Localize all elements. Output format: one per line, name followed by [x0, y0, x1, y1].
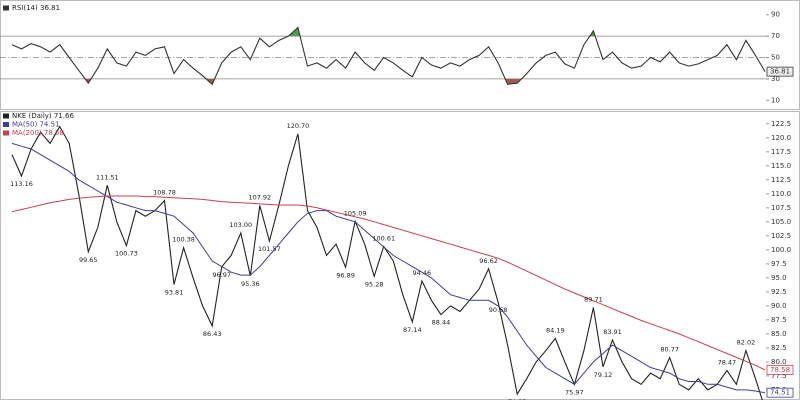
data-label: 93.81	[165, 289, 184, 297]
y-tick-label: 115.0	[771, 162, 791, 170]
legend-entry: RSI(14) 36.81	[12, 4, 60, 12]
legend-entry: MA(200) 78.58	[12, 129, 64, 137]
rsi-panel-frame	[0, 0, 800, 110]
value-tag-label: 36.81	[770, 68, 790, 76]
legend-swatch	[3, 122, 9, 127]
data-label: 82.02	[737, 339, 756, 347]
data-label: 99.65	[79, 256, 98, 264]
line-series	[11, 142, 766, 394]
y-tick-label: 122.5	[771, 120, 791, 128]
data-label: 75.97	[565, 388, 584, 396]
data-label: 101.57	[258, 245, 281, 253]
value-tag-label: 74.51	[770, 389, 790, 397]
data-label: 100.38	[172, 236, 195, 244]
y-tick-label: 92.5	[771, 288, 787, 296]
y-tick-label: 97.5	[771, 260, 787, 268]
data-label: 120.70	[287, 122, 310, 130]
data-label: 107.92	[248, 193, 271, 201]
legend-name: MA(50)	[12, 121, 37, 129]
y-tick-label: 95.0	[771, 274, 787, 282]
legend-entry: MA(50) 74.51	[12, 121, 59, 129]
y-tick-label: 120.0	[771, 134, 791, 142]
data-label: 79.12	[594, 371, 613, 379]
data-label: 94.46	[413, 269, 432, 277]
data-label: 95.36	[241, 280, 260, 288]
oversold-fill	[12, 78, 765, 85]
y-tick-label: 90	[771, 11, 780, 19]
legend: RSI(14) 36.81	[3, 4, 60, 12]
line-series	[11, 26, 766, 86]
y-tick-label: 77.5	[771, 372, 787, 380]
legend-name: NKE (Daily)	[12, 112, 52, 120]
y-tick-label: 90.0	[771, 302, 787, 310]
data-label: 111.51	[96, 173, 119, 181]
y-tick-label: 87.5	[771, 316, 787, 324]
legend-value: 74.51	[39, 121, 59, 129]
y-tick-label: 50	[771, 54, 780, 62]
y-tick-label: 105.0	[771, 218, 791, 226]
y-tick-label: 10	[771, 96, 780, 104]
data-label: 96.89	[336, 271, 355, 279]
data-label: 90.68	[489, 306, 508, 314]
y-tick-label: 110.0	[771, 190, 791, 198]
legend-swatch	[3, 113, 9, 119]
data-label: 95.28	[365, 280, 384, 288]
value-tag	[766, 364, 794, 375]
value-tag	[766, 66, 794, 77]
y-tick-label: 80.0	[771, 358, 787, 366]
data-label: 105.09	[344, 209, 367, 217]
legend-value: 71.66	[54, 112, 75, 120]
legend-value: 36.81	[40, 4, 60, 12]
data-label: 78.47	[718, 358, 737, 366]
data-label: 88.44	[432, 319, 451, 327]
data-label: 100.73	[115, 250, 138, 258]
y-tick-label: 107.5	[771, 204, 791, 212]
legend-entry: NKE (Daily) 71.66	[12, 112, 74, 120]
data-label: 89.71	[584, 295, 603, 303]
data-label: 80.77	[660, 346, 679, 354]
data-label: 74.25	[508, 398, 527, 400]
legend-name: RSI(14)	[12, 4, 38, 12]
y-tick-label: 82.5	[771, 344, 787, 352]
data-label: 108.78	[153, 189, 176, 197]
line-series	[11, 195, 766, 371]
data-label: 96.62	[479, 257, 498, 265]
legend-swatch	[3, 5, 9, 11]
y-tick-label: 100.0	[771, 246, 791, 254]
data-label: 96.97	[212, 271, 231, 279]
data-label: 84.19	[546, 326, 565, 334]
data-label: 86.43	[203, 330, 222, 338]
value-tag	[766, 387, 794, 398]
legend-name: MA(200)	[12, 129, 42, 137]
y-tick-label: 102.5	[771, 232, 791, 240]
legend-value: 78.58	[44, 129, 64, 137]
data-label: 103.00	[229, 221, 252, 229]
legend-swatch	[3, 130, 9, 136]
data-label: 83.91	[603, 328, 622, 336]
y-tick-label: 85.0	[771, 330, 787, 338]
data-label: 113.16	[10, 180, 33, 188]
y-tick-label: 70	[771, 32, 780, 40]
value-tag-label: 78.58	[770, 366, 790, 374]
y-tick-label: 112.5	[771, 176, 791, 184]
data-label: 100.61	[372, 234, 395, 242]
y-tick-label: 117.5	[771, 148, 791, 156]
line-series	[11, 125, 763, 400]
y-tick-label: 30	[771, 75, 780, 83]
data-label: 87.14	[403, 326, 422, 334]
